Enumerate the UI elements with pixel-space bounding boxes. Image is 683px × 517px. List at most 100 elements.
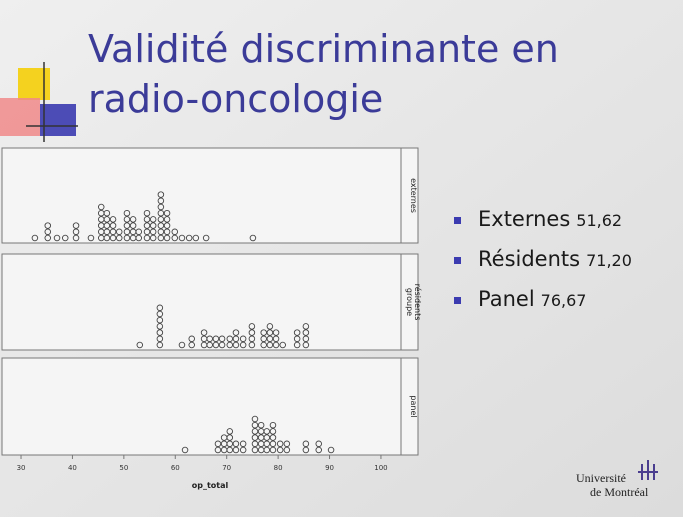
dot (212, 341, 220, 349)
dot (87, 234, 95, 242)
dot (115, 228, 123, 236)
dot (123, 216, 131, 223)
dot (302, 335, 310, 343)
dot (149, 234, 157, 242)
dot (163, 216, 171, 223)
logo-text: de Montréal (590, 485, 649, 499)
dot (123, 209, 131, 217)
dot (143, 234, 151, 242)
dot (143, 228, 151, 236)
legend-name: Panel (478, 287, 535, 311)
dot (163, 234, 171, 242)
dot (239, 440, 247, 448)
dot (129, 216, 137, 223)
dot (156, 316, 164, 324)
dot (302, 446, 310, 454)
dot (315, 440, 322, 448)
dot (226, 428, 234, 435)
dot (232, 335, 240, 343)
legend-value: 76,67 (541, 291, 587, 310)
dot (103, 228, 111, 236)
dot (214, 446, 222, 454)
dot (272, 341, 280, 349)
dot (157, 216, 165, 223)
dot (157, 234, 165, 242)
dot (293, 335, 301, 343)
dot (283, 440, 291, 448)
x-tick-label: 30 (17, 464, 26, 472)
dot (31, 234, 39, 242)
dot (239, 446, 247, 454)
dot (109, 228, 117, 236)
bullet (454, 297, 461, 304)
dot (171, 228, 179, 236)
dot (44, 222, 52, 229)
dot (266, 323, 274, 330)
dot (188, 335, 195, 343)
dot (202, 234, 210, 242)
dot (185, 234, 193, 242)
dot (269, 446, 277, 454)
dot (143, 216, 151, 223)
dot (178, 234, 186, 242)
dot (226, 335, 234, 343)
dot (260, 341, 267, 349)
dot (188, 341, 195, 349)
x-tick-label: 80 (274, 464, 283, 472)
dot (163, 222, 171, 229)
dot (149, 216, 157, 223)
panel-frame (1, 253, 419, 351)
dot (239, 341, 247, 349)
dot (276, 446, 284, 454)
legend-value: 71,20 (586, 251, 632, 270)
dot (293, 329, 301, 336)
dot (232, 440, 240, 448)
x-tick-label: 70 (222, 464, 231, 472)
dot (226, 446, 234, 454)
dot (226, 440, 234, 448)
dot (232, 341, 240, 349)
x-tick-label: 60 (171, 464, 180, 472)
dot (149, 222, 157, 229)
dot (97, 203, 105, 211)
bullet (454, 217, 461, 224)
dot (157, 209, 165, 217)
dot (135, 234, 143, 242)
legend-name: Résidents (478, 247, 580, 271)
dot (269, 428, 277, 435)
dot (276, 440, 284, 448)
dot (239, 335, 247, 343)
dot (226, 434, 234, 441)
dot (103, 209, 111, 217)
dot (109, 216, 117, 223)
dot (156, 341, 164, 349)
title-line: Validité discriminante en (88, 27, 559, 71)
dot (72, 228, 80, 236)
dot (269, 421, 277, 429)
dot (156, 329, 164, 336)
dot (103, 216, 111, 223)
dot (248, 335, 256, 343)
dot (72, 222, 80, 229)
dot (44, 234, 52, 242)
dot (163, 209, 171, 217)
dot (266, 329, 274, 336)
dot (163, 228, 171, 236)
dot (72, 234, 80, 242)
dot (263, 440, 271, 448)
dot (61, 234, 69, 242)
strip-label: résidents (413, 284, 423, 321)
dot (302, 341, 310, 349)
dot (249, 234, 257, 242)
dot (157, 197, 165, 205)
dot (157, 203, 165, 211)
dot (109, 222, 117, 229)
legend-entry: Panel 76,67 (478, 287, 586, 311)
dot (263, 446, 271, 454)
dot (269, 434, 277, 441)
x-tick-label: 40 (68, 464, 77, 472)
dot (157, 191, 165, 198)
dot (327, 446, 335, 454)
dot (248, 329, 256, 336)
